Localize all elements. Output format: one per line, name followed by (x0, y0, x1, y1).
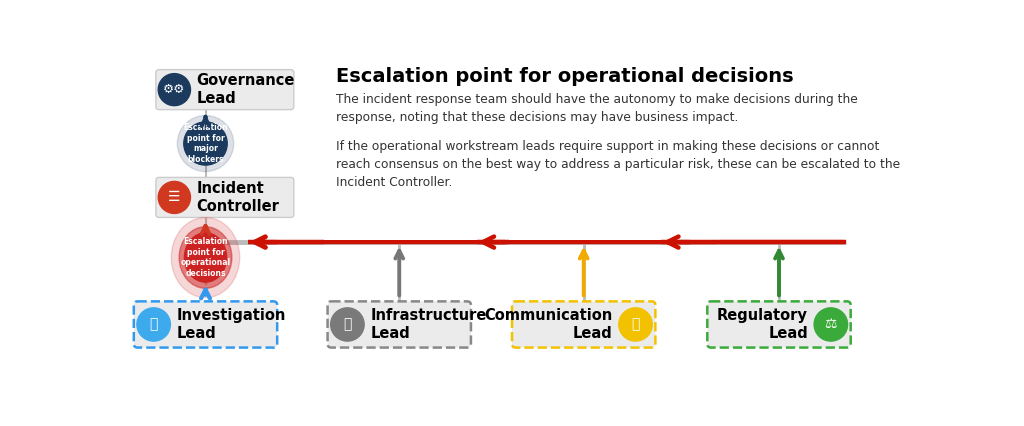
Text: If the operational workstream leads require support in making these decisions or: If the operational workstream leads requ… (336, 140, 900, 189)
Circle shape (618, 308, 652, 341)
Circle shape (331, 308, 365, 341)
Circle shape (177, 115, 233, 172)
Text: Escalation point for operational decisions: Escalation point for operational decisio… (336, 66, 794, 86)
Text: 💬: 💬 (632, 317, 640, 331)
Circle shape (183, 122, 227, 165)
Text: ☰: ☰ (168, 190, 180, 204)
Ellipse shape (184, 233, 226, 282)
Text: Incident
Controller: Incident Controller (197, 181, 280, 213)
Text: Infrastructure
Lead: Infrastructure Lead (371, 308, 486, 341)
Text: Communication
Lead: Communication Lead (484, 308, 612, 341)
FancyBboxPatch shape (512, 301, 655, 348)
Circle shape (159, 181, 190, 213)
FancyBboxPatch shape (134, 301, 278, 348)
Text: Governance
Lead: Governance Lead (197, 73, 295, 106)
FancyBboxPatch shape (156, 177, 294, 217)
Text: Escalation
point for
major
blockers: Escalation point for major blockers (183, 124, 227, 164)
Text: 🔍: 🔍 (150, 317, 158, 331)
Ellipse shape (179, 227, 231, 288)
FancyBboxPatch shape (328, 301, 471, 348)
Text: The incident response team should have the autonomy to make decisions during the: The incident response team should have t… (336, 93, 857, 124)
Circle shape (137, 308, 170, 341)
Text: ⚙⚙: ⚙⚙ (163, 83, 185, 96)
Circle shape (814, 308, 848, 341)
Circle shape (159, 74, 190, 106)
FancyBboxPatch shape (708, 301, 851, 348)
Text: Regulatory
Lead: Regulatory Lead (717, 308, 808, 341)
Text: Escalation
point for
operational
decisions: Escalation point for operational decisio… (180, 237, 230, 278)
Text: ⚖: ⚖ (824, 317, 837, 331)
Ellipse shape (171, 217, 240, 297)
FancyBboxPatch shape (156, 69, 294, 109)
Text: 🗄: 🗄 (343, 317, 351, 331)
Text: Investigation
Lead: Investigation Lead (176, 308, 286, 341)
